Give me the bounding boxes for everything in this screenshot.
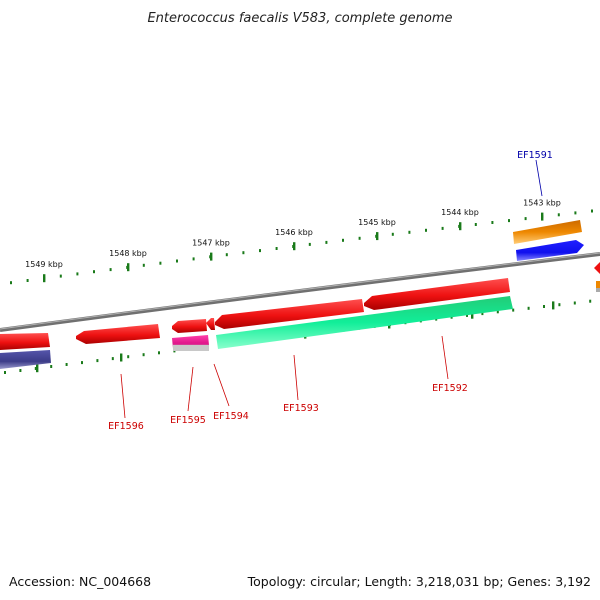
scale-label: 1547 kbp [192,239,230,248]
minor-tick [342,238,344,242]
inner-dot [589,299,592,303]
minor-tick [391,232,394,236]
minor-tick [109,268,112,272]
gene-arrow-green-long[interactable] [216,296,513,349]
genome-summary-text: Topology: circular; Length: 3,218,031 bp… [247,574,591,589]
minor-tick [574,211,577,215]
inner-dot [65,363,68,366]
gene-label-ef1595[interactable]: EF1595 [170,415,206,426]
inner-major-tick [36,364,39,373]
scale-label: 1544 kbp [441,208,479,217]
accession-text: Accession: NC_004668 [9,574,152,589]
minor-tick [508,219,510,223]
genome-backbone-highlight [0,252,600,330]
minor-tick [275,247,278,250]
major-tick [376,232,379,241]
minor-tick [591,209,593,213]
label-leaders [120,159,543,419]
minor-tick [59,274,62,278]
major-tick [210,252,213,261]
minor-tick [491,221,494,224]
minor-tick [176,259,178,263]
minor-tick [76,272,79,276]
scale-ticks [10,209,593,285]
scale-label: 1546 kbp [275,228,313,237]
minor-tick [474,223,477,226]
gene-arrow-navy-left[interactable] [0,350,51,369]
inner-major-tick [471,310,474,319]
gene-arrow-left-edge[interactable] [0,333,50,350]
gene-arrow-forward-blue[interactable] [516,240,584,261]
minor-tick [26,279,29,282]
minor-tick [225,253,228,257]
inner-dot [34,367,37,370]
inner-dot [50,365,53,368]
map-title: Enterococcus faecalis V583, complete gen… [147,11,452,26]
genome-backbone [0,252,600,332]
gene-label-ef1591[interactable]: EF1591 [517,150,553,161]
inner-dot [127,355,130,359]
gene-label-ef1596[interactable]: EF1596 [108,421,144,432]
inner-dot [481,312,484,316]
minor-tick [93,270,95,274]
inner-dot [158,351,160,355]
gene-edge-gray[interactable] [596,288,600,292]
gene-arrow-ef1593[interactable] [215,299,364,329]
gene-arrow-ef1594[interactable] [172,319,207,333]
inner-dot [558,303,561,307]
minor-tick [259,249,261,253]
gene-label-ef1592[interactable]: EF1592 [432,383,468,394]
major-tick [43,274,46,283]
minor-tick [425,228,427,232]
gene-edge-orange[interactable] [596,281,600,288]
gene-arrow-ef1591[interactable] [513,220,582,244]
minor-tick [192,257,195,261]
inner-dot [573,301,576,305]
gene-label-ef1593[interactable]: EF1593 [283,403,319,414]
inner-dot [96,359,99,363]
gene-arrow-edge-red[interactable] [594,262,600,274]
major-tick [293,242,296,251]
gene-arrow-ef1594-small[interactable] [206,318,215,330]
gene-arrow-ef1592[interactable] [364,278,510,310]
inner-dot [543,305,545,308]
scale-label: 1548 kbp [109,249,147,258]
scale-label: 1543 kbp [523,199,561,208]
inner-dot [527,306,530,310]
gene-label-ef1594[interactable]: EF1594 [213,411,249,422]
minor-tick [308,242,311,246]
inner-dot [512,308,515,312]
inner-dot [466,313,468,317]
gene-arrow-ef1596[interactable] [76,324,160,344]
inner-dot [4,371,6,374]
minor-tick [242,251,245,255]
inner-dot [142,353,145,357]
minor-tick [441,226,444,230]
minor-tick [408,230,411,234]
minor-tick [159,261,162,265]
scale-label: 1545 kbp [358,218,396,227]
minor-tick [358,236,361,240]
major-tick [127,263,130,272]
scale-label: 1549 kbp [25,260,63,269]
inner-dot [81,361,83,365]
minor-tick [10,281,12,285]
scale-labels: 1549 kbp 1548 kbp 1547 kbp 1546 kbp 1545 kbp… [25,199,561,270]
inner-major-tick [120,353,123,362]
inner-dot [111,357,114,361]
minor-tick [142,263,145,267]
major-tick [541,212,544,221]
gene-gray-under-ef1595 [173,345,209,351]
minor-tick [524,217,527,221]
minor-tick [325,240,328,244]
inner-major-tick [552,301,555,310]
inner-dot [19,369,22,372]
minor-tick [557,213,560,217]
inner-dot [496,310,499,314]
major-tick [459,222,462,231]
